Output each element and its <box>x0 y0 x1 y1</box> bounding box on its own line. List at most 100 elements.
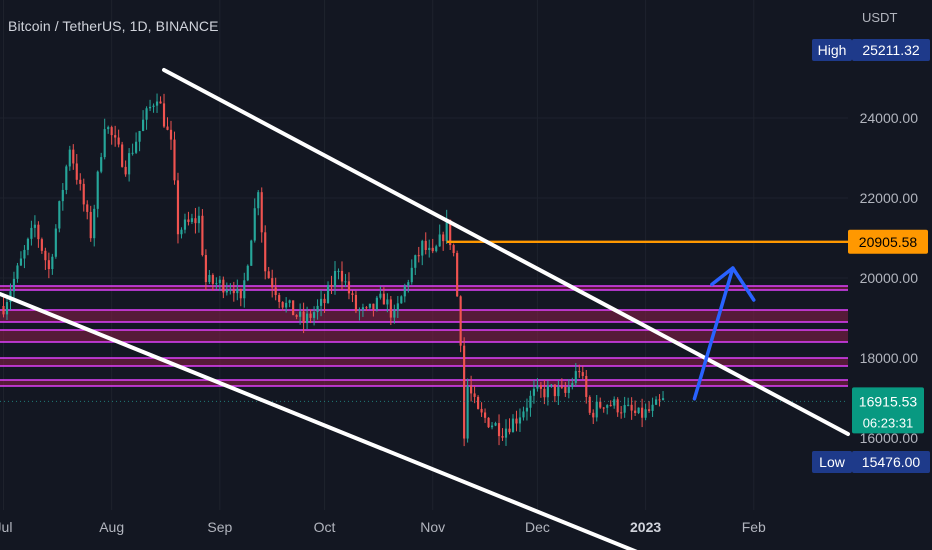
candle <box>532 388 536 396</box>
symbol-title[interactable]: Bitcoin / TetherUS, 1D, BINANCE <box>8 18 219 34</box>
candle <box>2 306 5 315</box>
candle <box>560 386 563 388</box>
candle <box>278 295 281 302</box>
candle <box>340 270 344 282</box>
candle <box>100 157 103 172</box>
candle <box>82 183 85 205</box>
candle <box>435 246 438 252</box>
candle <box>641 407 644 418</box>
candle <box>410 267 413 283</box>
candle <box>173 139 176 181</box>
candle <box>546 385 549 398</box>
candle <box>592 412 595 418</box>
candle <box>141 119 145 131</box>
candle <box>250 240 253 266</box>
candle <box>75 163 78 180</box>
candle <box>543 388 546 398</box>
candle <box>51 256 54 270</box>
candle <box>375 297 378 310</box>
candle <box>567 386 570 393</box>
candle <box>271 278 274 288</box>
x-tick-label: 2023 <box>630 519 661 535</box>
candle <box>330 285 333 287</box>
y-tick-label: 18000.00 <box>860 350 919 366</box>
candle <box>253 208 256 241</box>
candle <box>103 129 106 158</box>
candle <box>396 303 399 311</box>
support-zone <box>0 286 848 290</box>
candle <box>281 301 284 308</box>
candle <box>222 279 225 293</box>
candle <box>477 396 480 409</box>
candle <box>326 285 330 304</box>
candle <box>316 305 319 313</box>
candle <box>299 311 302 317</box>
candle <box>550 384 553 386</box>
candle <box>470 385 473 394</box>
candle <box>459 296 462 346</box>
candle <box>312 312 316 318</box>
projection-arrow-shaft <box>692 266 735 401</box>
candle <box>131 152 134 154</box>
candle <box>393 310 396 318</box>
candle <box>564 386 567 393</box>
candle <box>68 149 71 167</box>
candle <box>480 408 483 413</box>
y-tick-label: 24000.00 <box>860 110 919 126</box>
candle <box>637 407 640 413</box>
low-label-bg <box>812 451 852 473</box>
high-label: High <box>818 42 847 58</box>
candle <box>72 149 75 164</box>
upper-trendline <box>162 68 850 436</box>
candle <box>644 409 647 418</box>
candle <box>260 192 263 233</box>
candle <box>121 144 124 167</box>
candle <box>578 371 581 373</box>
x-tick-label: Aug <box>99 519 124 535</box>
candle <box>302 311 305 324</box>
candle <box>522 411 525 418</box>
candle <box>606 405 609 408</box>
candle <box>407 282 410 287</box>
candle <box>33 224 36 228</box>
candle <box>539 385 542 389</box>
support-zone <box>0 380 848 386</box>
candle <box>365 307 368 309</box>
candle <box>529 395 532 408</box>
candle <box>501 436 504 438</box>
candle <box>536 385 539 389</box>
candle <box>623 405 626 413</box>
x-tick-label: Feb <box>742 519 766 535</box>
price-axis[interactable]: 24000.00 22000.00 20000.00 18000.00 16000.00 <box>860 110 919 446</box>
candle <box>187 219 190 222</box>
candle <box>86 204 89 212</box>
candle <box>204 255 207 283</box>
candle <box>110 127 113 136</box>
time-axis[interactable]: Jul Aug Sep Oct Nov Dec 2023 Feb <box>0 519 766 535</box>
x-tick-label: Sep <box>207 519 232 535</box>
candle <box>466 385 469 439</box>
candle <box>386 299 389 305</box>
candle <box>201 215 204 256</box>
candle <box>169 129 173 140</box>
lower-trendline <box>0 292 638 550</box>
candle <box>107 127 110 130</box>
candle <box>490 425 494 428</box>
candle <box>620 412 623 414</box>
candle <box>508 428 511 433</box>
candle <box>166 126 169 130</box>
candle <box>23 249 26 259</box>
candle <box>26 238 29 250</box>
last-price-bg <box>852 387 924 434</box>
support-zone <box>0 330 848 342</box>
candle <box>627 404 630 406</box>
candle <box>389 299 392 318</box>
candle <box>431 247 434 252</box>
candle <box>456 253 459 297</box>
candle <box>114 135 117 138</box>
candle <box>445 219 448 242</box>
high-label-bg <box>812 39 852 61</box>
candle <box>96 171 99 209</box>
candle <box>257 192 260 209</box>
